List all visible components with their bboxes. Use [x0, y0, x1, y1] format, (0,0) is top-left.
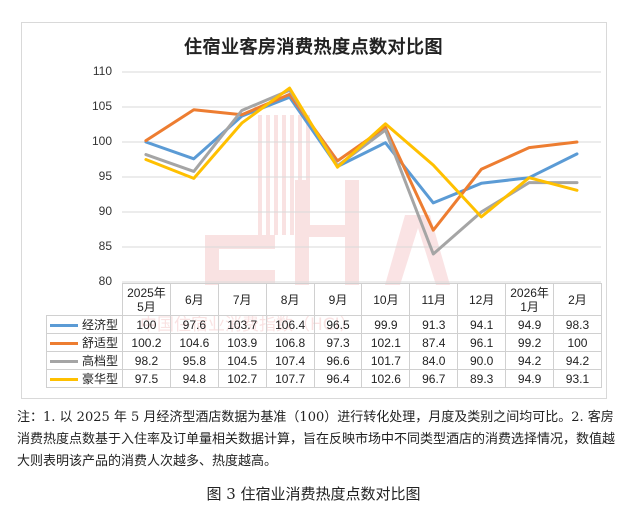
legend-cell: 豪华型 [46, 369, 123, 388]
legend-swatch-icon [50, 378, 78, 382]
series-line [144, 88, 579, 256]
table-value-cell: 106.4 [265, 315, 315, 334]
legend-label: 经济型 [82, 318, 119, 332]
chart-title: 住宿业客房消费热度点数对比图 [184, 37, 443, 58]
table-value-cell: 99.2 [505, 333, 555, 352]
legend-cell: 经济型 [46, 315, 123, 334]
table-value-cell: 98.3 [553, 315, 602, 334]
table-value-cell: 94.2 [553, 351, 602, 370]
table-value-cell: 97.5 [122, 369, 171, 388]
table-header-cell: 2月 [553, 283, 602, 316]
table-value-cell: 103.7 [217, 315, 267, 334]
table-value-cell: 93.1 [553, 369, 602, 388]
table-row: 经济型 100 97.6 103.7 106.4 96.5 99.9 91.3 94.1 94.9… [46, 315, 602, 334]
legend-swatch-icon [50, 360, 78, 364]
table-value-cell: 106.8 [265, 333, 315, 352]
y-tick-label: 95 [98, 169, 112, 183]
y-tick-label: 105 [91, 99, 112, 113]
table-header-cell: 11月 [409, 283, 459, 316]
table-value-cell: 103.9 [217, 333, 267, 352]
table-value-cell: 99.9 [361, 315, 411, 334]
table-value-cell: 107.4 [265, 351, 315, 370]
table-corner [47, 284, 123, 316]
table-value-cell: 107.7 [265, 369, 315, 388]
table-value-cell: 97.3 [313, 333, 363, 352]
table-value-cell: 94.8 [169, 369, 219, 388]
table-value-cell: 100 [553, 333, 602, 352]
table-header-cell: 2026年 1月 [505, 283, 555, 316]
table-value-cell: 101.7 [361, 351, 411, 370]
table-value-cell: 94.2 [505, 351, 555, 370]
legend-swatch-icon [50, 342, 78, 346]
table-value-cell: 104.5 [217, 351, 267, 370]
table-header-cell: 7月 [217, 283, 267, 316]
table-value-cell: 87.4 [409, 333, 459, 352]
table-header-cell: 8月 [265, 283, 315, 316]
table-value-cell: 102.7 [217, 369, 267, 388]
table-value-cell: 96.5 [313, 315, 363, 334]
y-tick-label: 80 [98, 274, 112, 288]
table-row: 豪华型 97.5 94.8 102.7 107.7 96.4 102.6 96.7 89.3 94… [46, 369, 602, 388]
table-value-cell: 94.9 [505, 315, 555, 334]
table-header-cell: 9月 [313, 283, 363, 316]
series-line [144, 86, 579, 219]
table-value-cell: 96.6 [313, 351, 363, 370]
line-plot: 中国住宿业消费指数（HCI） [122, 71, 601, 335]
table-value-cell: 95.8 [169, 351, 219, 370]
table-value-cell: 90.0 [457, 351, 507, 370]
legend-label: 舒适型 [82, 336, 119, 350]
table-header-cell: 12月 [457, 283, 507, 316]
table-value-cell: 91.3 [409, 315, 459, 334]
table-value-cell: 102.1 [361, 333, 411, 352]
table-value-cell: 96.1 [457, 333, 507, 352]
table-value-cell: 102.6 [361, 369, 411, 388]
legend-label: 高档型 [82, 354, 119, 368]
data-table: 2025年 5月 6月 7月 8月 9月 10月 11月 12月 2026年 1月 2月 经济型 100 9… [46, 283, 602, 388]
table-value-cell: 100.2 [122, 333, 171, 352]
y-tick-label: 110 [92, 64, 112, 78]
table-header-cell: 6月 [169, 283, 219, 316]
y-tick-label: 85 [98, 239, 112, 253]
table-value-cell: 94.1 [457, 315, 507, 334]
series-line [144, 95, 579, 205]
y-tick-label: 90 [98, 204, 112, 218]
table-row: 舒适型 100.2 104.6 103.9 106.8 97.3 102.1 87.4 96.1… [46, 333, 602, 352]
table-header-cell: 2025年 5月 [122, 283, 171, 316]
y-tick-label: 100 [91, 134, 112, 148]
legend-cell: 高档型 [46, 351, 123, 370]
table-value-cell: 96.4 [313, 369, 363, 388]
figure-caption: 图 3 住宿业消费热度点数对比图 [206, 485, 421, 503]
table-value-cell: 104.6 [169, 333, 219, 352]
legend-swatch-icon [50, 324, 78, 328]
table-value-cell: 100 [122, 315, 171, 334]
table-value-cell: 94.9 [505, 369, 555, 388]
series-line [144, 92, 579, 232]
table-value-cell: 98.2 [122, 351, 171, 370]
legend-label: 豪华型 [82, 372, 119, 386]
table-value-cell: 89.3 [457, 369, 507, 388]
table-header-cell: 10月 [361, 283, 411, 316]
legend-cell: 舒适型 [46, 333, 123, 352]
table-value-cell: 97.6 [169, 315, 219, 334]
footnote: 注：1. 以 2025 年 5 月经济型酒店数据为基准（100）进行转化处理，月… [17, 410, 616, 469]
table-value-cell: 96.7 [409, 369, 459, 388]
table-row: 高档型 98.2 95.8 104.5 107.4 96.6 101.7 84.0 90.0 94… [46, 351, 602, 370]
table-value-cell: 84.0 [409, 351, 459, 370]
